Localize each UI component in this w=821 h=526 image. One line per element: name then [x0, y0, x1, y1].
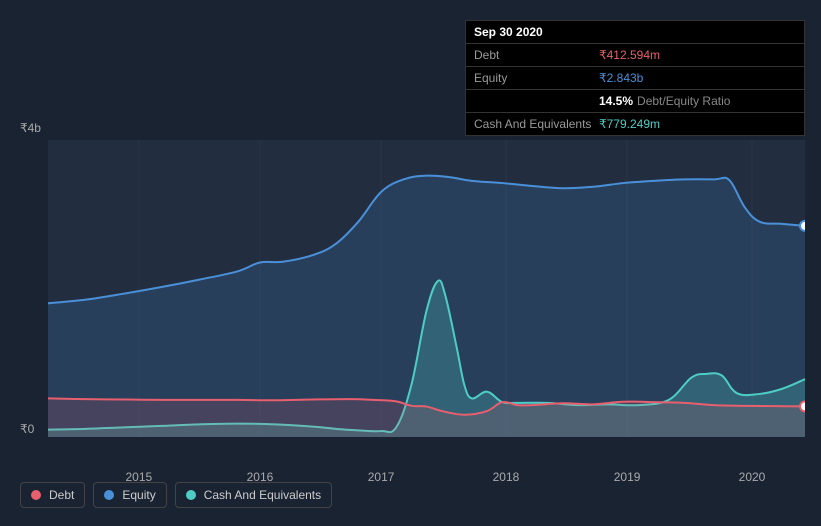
- tooltip-date: Sep 30 2020: [466, 21, 804, 44]
- chart-tooltip: Sep 30 2020 Debt₹412.594mEquity₹2.843b14…: [465, 20, 805, 136]
- tooltip-row: 14.5%Debt/Equity Ratio: [466, 90, 804, 113]
- legend-item[interactable]: Equity: [93, 482, 166, 508]
- tooltip-row-label: Cash And Equivalents: [474, 117, 599, 131]
- legend-dot: [104, 490, 114, 500]
- chart-plot-area[interactable]: [48, 140, 805, 437]
- tooltip-row-value: 14.5%Debt/Equity Ratio: [599, 94, 730, 108]
- x-axis-tick: 2020: [739, 470, 766, 484]
- tooltip-row-label: Debt: [474, 48, 599, 62]
- tooltip-row-value: ₹779.249m: [599, 117, 660, 131]
- tooltip-row-value: ₹412.594m: [599, 48, 660, 62]
- legend-label: Debt: [49, 488, 74, 502]
- tooltip-row: Debt₹412.594m: [466, 44, 804, 67]
- legend-item[interactable]: Cash And Equivalents: [175, 482, 332, 508]
- y-axis-min: ₹0: [20, 422, 34, 436]
- tooltip-row: Equity₹2.843b: [466, 67, 804, 90]
- legend-dot: [31, 490, 41, 500]
- debt-equity-chart: Sep 30 2020 Debt₹412.594mEquity₹2.843b14…: [0, 0, 821, 526]
- tooltip-row-label: [474, 94, 599, 108]
- tooltip-row-value: ₹2.843b: [599, 71, 643, 85]
- tooltip-row-label: Equity: [474, 71, 599, 85]
- x-axis-tick: 2018: [493, 470, 520, 484]
- legend-dot: [186, 490, 196, 500]
- y-axis-max: ₹4b: [20, 121, 41, 135]
- tooltip-row: Cash And Equivalents₹779.249m: [466, 113, 804, 135]
- legend-label: Cash And Equivalents: [204, 488, 321, 502]
- legend-label: Equity: [122, 488, 155, 502]
- legend-item[interactable]: Debt: [20, 482, 85, 508]
- chart-legend: Debt Equity Cash And Equivalents: [20, 482, 332, 508]
- x-axis-tick: 2019: [614, 470, 641, 484]
- x-axis-tick: 2017: [368, 470, 395, 484]
